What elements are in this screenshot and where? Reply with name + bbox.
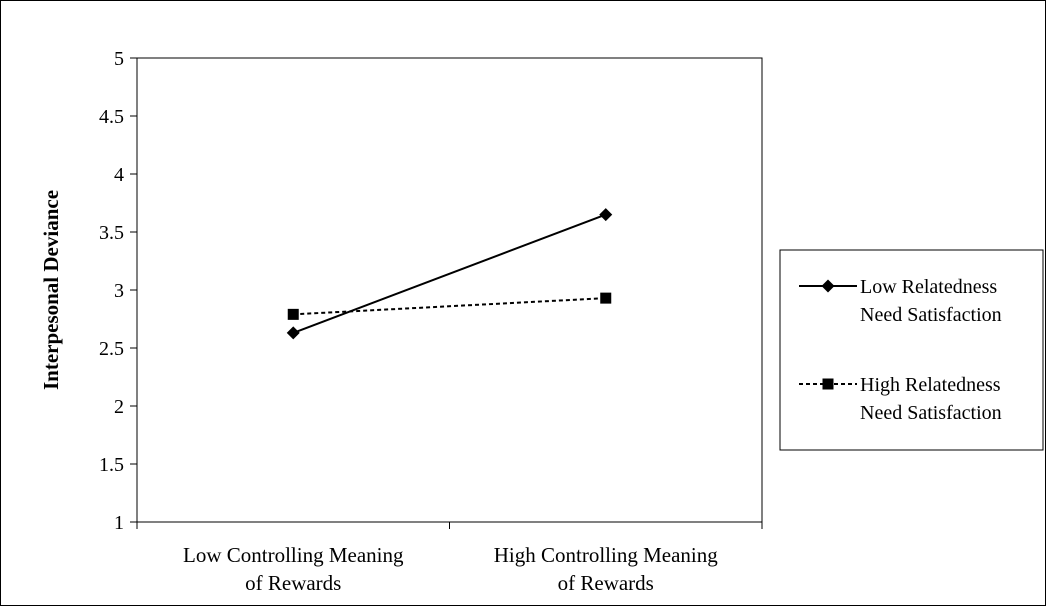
- legend: Low Relatedness Need Satisfaction High Rel…: [779, 249, 1044, 451]
- legend-box: [779, 249, 1044, 451]
- x-axis: Low Controlling Meaning of Rewards High Co…: [136, 522, 763, 595]
- y-tick-label: 3: [114, 280, 124, 302]
- x-tick-label: High Controlling Meaning of Rewards: [494, 543, 718, 595]
- data-point-diamond: [286, 326, 300, 340]
- legend-marker: [821, 279, 835, 293]
- x-tick-label: Low Controlling Meaning of Rewards: [183, 543, 404, 595]
- data-point-square: [600, 292, 612, 304]
- y-axis-label: Interpesonal Deviance: [39, 190, 63, 390]
- legend-entry-1: Low Relatedness Need Satisfaction: [799, 276, 1002, 326]
- y-tick-label: 4: [114, 164, 124, 186]
- y-tick-label: 4.5: [99, 106, 124, 128]
- y-tick-label: 3.5: [99, 222, 124, 244]
- legend-label: High Relatedness Need Satisfaction: [860, 374, 1002, 424]
- y-tick-label: 5: [114, 48, 124, 70]
- series-line: [292, 213, 607, 334]
- series-layer: [286, 208, 613, 340]
- data-point-diamond: [599, 208, 613, 222]
- y-tick-label: 1.5: [99, 454, 124, 476]
- y-tick-label: 2: [114, 396, 124, 418]
- plot-area: [136, 57, 763, 523]
- y-axis: 1 1.5 2 2.5 3 3.5 4 4.5 5: [99, 48, 137, 534]
- legend-marker: [822, 378, 834, 390]
- series-2: [287, 292, 612, 320]
- series-line: [293, 297, 606, 316]
- y-tick-label: 1: [114, 512, 124, 534]
- legend-entry-2: High Relatedness Need Satisfaction: [799, 374, 1002, 424]
- y-tick-label: 2.5: [99, 338, 124, 360]
- series-1: [286, 208, 613, 340]
- legend-label: Low Relatedness Need Satisfaction: [860, 276, 1002, 326]
- data-point-square: [287, 308, 299, 320]
